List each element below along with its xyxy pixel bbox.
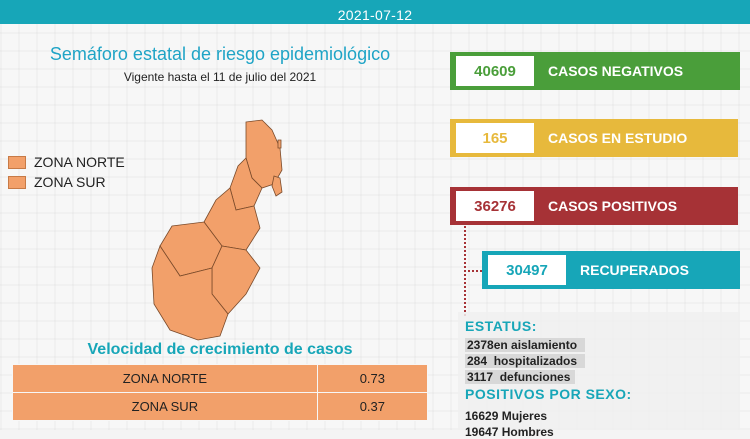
stat-casos-positivos: 36276 CASOS POSITIVOS [450, 187, 738, 225]
header-bar: 2021-07-12 [0, 0, 750, 24]
table-row: ZONA SUR 0.37 [12, 392, 429, 421]
sexo-row-mujeres: 16629 Mujeres [465, 409, 547, 423]
estatus-value: 2378 [467, 338, 494, 352]
stat-casos-en-estudio: 165 CASOS EN ESTUDIO [450, 119, 738, 157]
legend-item-zona-sur: ZONA SUR [8, 172, 125, 192]
stat-number: 30497 [488, 255, 566, 285]
estatus-row-hospitalizados: 284 hospitalizados [465, 354, 585, 368]
sexo-label: Mujeres [501, 409, 548, 423]
estatus-value: 3117 [467, 370, 494, 384]
growth-speed-title: Velocidad de crecimiento de casos [87, 341, 353, 358]
estatus-row-aislamiento: 2378en aislamiento [465, 338, 585, 352]
map-region-south [151, 245, 229, 341]
semaforo-subtitle: Vigente hasta el 11 de julio del 2021 [123, 70, 317, 84]
zone-cell: ZONA NORTE [12, 364, 318, 393]
background-pattern [0, 22, 750, 430]
legend-item-zona-norte: ZONA NORTE [8, 152, 125, 172]
legend-swatch-norte [8, 155, 26, 169]
state-map [151, 119, 283, 341]
estatus-value: 284 [467, 354, 488, 368]
connector-line [464, 270, 482, 272]
value-cell: 0.37 [316, 392, 429, 421]
stat-number: 165 [456, 123, 534, 153]
stat-recuperados: 30497 RECUPERADOS [482, 251, 740, 289]
zone-cell: ZONA SUR [12, 392, 318, 421]
stat-label: CASOS NEGATIVOS [548, 63, 684, 79]
stat-casos-negativos: 40609 CASOS NEGATIVOS [450, 52, 740, 90]
estatus-label: defunciones [499, 370, 571, 384]
report-date: 2021-07-12 [337, 7, 413, 23]
estatus-row-defunciones: 3117 defunciones [465, 370, 575, 384]
sexo-row-hombres: 19647 Hombres [465, 425, 554, 439]
stat-label: CASOS POSITIVOS [548, 198, 678, 214]
sexo-value: 16629 [465, 409, 499, 423]
estatus-title: ESTATUS: [465, 318, 537, 334]
stat-number: 40609 [456, 56, 534, 86]
sexo-label: Hombres [501, 425, 554, 439]
stat-label: CASOS EN ESTUDIO [548, 130, 688, 146]
value-cell: 0.73 [316, 364, 429, 393]
semaforo-title: Semáforo estatal de riesgo epidemiológic… [49, 44, 391, 64]
sexo-value: 19647 [465, 425, 499, 439]
table-row: ZONA NORTE 0.73 [12, 364, 429, 393]
estatus-label: en aislamiento [493, 338, 578, 352]
sexo-title: POSITIVOS POR SEXO: [465, 386, 632, 402]
stat-label: RECUPERADOS [580, 262, 689, 278]
legend-swatch-sur [8, 175, 26, 189]
map-island-cozumel [271, 175, 283, 197]
legend-label-norte: ZONA NORTE [34, 154, 125, 170]
legend-label-sur: ZONA SUR [34, 174, 106, 190]
map-legend: ZONA NORTE ZONA SUR [8, 152, 125, 192]
map-island-mujeres [277, 139, 282, 149]
estatus-label: hospitalizados [493, 354, 578, 368]
stat-number: 36276 [456, 191, 534, 221]
growth-speed-table: ZONA NORTE 0.73 ZONA SUR 0.37 [12, 364, 429, 421]
